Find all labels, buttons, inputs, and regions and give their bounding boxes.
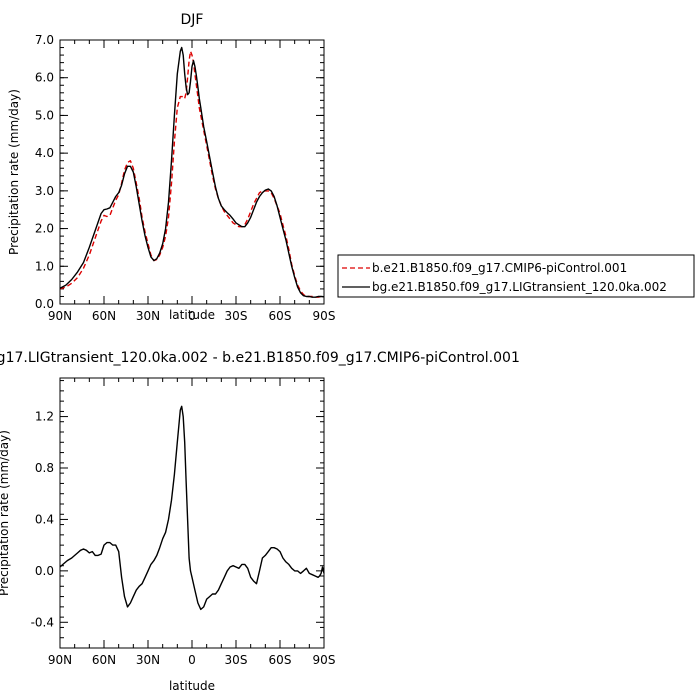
bottom-chart-series: [60, 406, 324, 609]
top-y-tick-label: 0.0: [35, 297, 54, 311]
top-chart-xlabel: latitude: [169, 308, 215, 322]
top-y-tick-label: 1.0: [35, 259, 54, 273]
top-chart-panel: DJF Precipitation rate (mm/day) 90N 60N 30…: [7, 12, 335, 323]
bottom-y-tick-label: 1.2: [35, 410, 54, 424]
bottom-chart-frame: [60, 378, 324, 648]
top-chart-ylabel: Precipitation rate (mm/day): [7, 89, 21, 255]
top-y-tick-label: 4.0: [35, 146, 54, 160]
top-x-tick-label: 30S: [225, 309, 248, 323]
bottom-x-tick-label: 60S: [269, 653, 292, 667]
legend-label-picontrol: b.e21.B1850.f09_g17.CMIP6-piControl.001: [372, 261, 627, 275]
bottom-x-tick-label: 30N: [136, 653, 160, 667]
top-y-tick-label: 7.0: [35, 33, 54, 47]
top-y-tick-label: 2.0: [35, 222, 54, 236]
bottom-chart-panel: bg.e21.B1850.f09_g17.LIGtransient_120.0k…: [0, 350, 520, 693]
bottom-y-tick-label: 0.0: [35, 564, 54, 578]
top-x-tick-label: 90N: [48, 309, 72, 323]
bottom-y-tick-label: 0.8: [35, 461, 54, 475]
bottom-x-tick-label: 30S: [225, 653, 248, 667]
top-series-line-0: [60, 51, 324, 297]
top-x-tick-label: 60S: [269, 309, 292, 323]
top-x-tick-label: 60N: [92, 309, 116, 323]
bottom-chart-title: bg.e21.B1850.f09_g17.LIGtransient_120.0k…: [0, 350, 520, 366]
bottom-x-tick-label: 90S: [313, 653, 336, 667]
top-chart-frame: [60, 40, 324, 304]
top-x-tick-label: 90S: [313, 309, 336, 323]
top-y-tick-label: 6.0: [35, 71, 54, 85]
top-x-tick-label: 30N: [136, 309, 160, 323]
legend: b.e21.B1850.f09_g17.CMIP6-piControl.001 …: [338, 255, 694, 297]
bottom-series-line-0: [60, 406, 324, 609]
top-y-tick-label: 5.0: [35, 108, 54, 122]
top-series-line-1: [60, 48, 324, 298]
bottom-chart-xlabel: latitude: [169, 679, 215, 693]
top-chart-title: DJF: [181, 12, 204, 28]
bottom-x-tick-label: 0: [188, 653, 196, 667]
bottom-y-tick-label: 0.4: [35, 512, 54, 526]
bottom-y-tick-label: -0.4: [31, 615, 54, 629]
top-chart-series: [60, 48, 324, 298]
bottom-chart-ylabel: Precipitation rate (mm/day): [0, 430, 11, 596]
legend-label-ligtransient: bg.e21.B1850.f09_g17.LIGtransient_120.0k…: [372, 280, 667, 294]
bottom-x-tick-label: 60N: [92, 653, 116, 667]
bottom-x-tick-label: 90N: [48, 653, 72, 667]
top-y-tick-label: 3.0: [35, 184, 54, 198]
